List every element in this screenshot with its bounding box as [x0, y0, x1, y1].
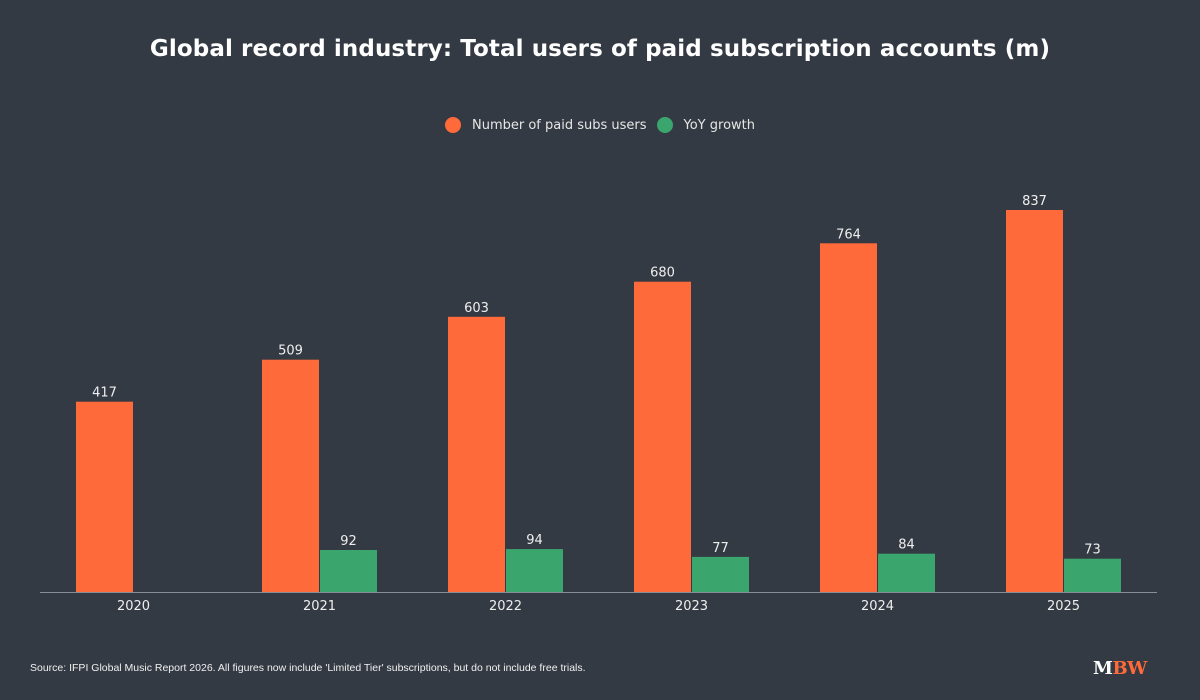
data-label-paid-subs-2023: 680	[650, 266, 675, 281]
x-tick-label-2024: 2024	[861, 599, 894, 614]
logo-bw: BW	[1112, 658, 1147, 679]
legend-dot-paid-subs-icon	[444, 117, 461, 133]
data-label-paid-subs-2024: 764	[836, 227, 861, 242]
data-label-paid-subs-2021: 509	[278, 344, 303, 359]
x-tick-label-2022: 2022	[489, 599, 522, 614]
legend-item-yoy-growth[interactable]: YoY growth	[656, 117, 755, 133]
logo-m: M	[1093, 658, 1113, 679]
data-label-yoy-growth-2023: 77	[712, 541, 729, 556]
x-tick-label-2023: 2023	[675, 599, 708, 614]
data-label-paid-subs-2020: 417	[92, 386, 117, 401]
bar-yoy-growth-2021[interactable]	[320, 550, 377, 592]
data-label-paid-subs-2022: 603	[464, 301, 489, 316]
data-label-yoy-growth-2025: 73	[1084, 543, 1101, 558]
bar-paid-subs-2020[interactable]	[76, 401, 133, 592]
legend-label-yoy-growth: YoY growth	[683, 117, 755, 133]
legend-item-paid-subs[interactable]: Number of paid subs users	[444, 117, 647, 133]
legend-label-paid-subs: Number of paid subs users	[471, 117, 647, 133]
legend-dot-yoy-growth-icon	[656, 117, 673, 133]
bar-yoy-growth-2025[interactable]	[1064, 558, 1121, 592]
x-tick-label-2025: 2025	[1047, 599, 1080, 614]
chart-title: Global record industry: Total users of p…	[149, 36, 1051, 62]
data-label-paid-subs-2025: 837	[1022, 194, 1047, 209]
source-note: Source: IFPI Global Music Report 2026. A…	[30, 662, 586, 674]
x-tick-label-2020: 2020	[117, 599, 150, 614]
bar-paid-subs-2025[interactable]	[1006, 210, 1063, 592]
bar-paid-subs-2024[interactable]	[820, 243, 877, 593]
data-label-yoy-growth-2021: 92	[340, 534, 357, 549]
bar-yoy-growth-2023[interactable]	[692, 556, 749, 592]
bar-paid-subs-2023[interactable]	[634, 281, 691, 592]
x-tick-label-2021: 2021	[303, 599, 336, 614]
data-label-yoy-growth-2024: 84	[898, 538, 915, 553]
data-label-yoy-growth-2022: 94	[526, 533, 543, 548]
bar-paid-subs-2022[interactable]	[448, 316, 505, 592]
bar-yoy-growth-2022[interactable]	[506, 549, 563, 592]
chart-legend: Number of paid subs users YoY growth	[0, 117, 1200, 133]
bar-yoy-growth-2024[interactable]	[878, 553, 935, 592]
bar-paid-subs-2021[interactable]	[262, 359, 319, 592]
mbw-logo: MBW	[1093, 658, 1147, 679]
